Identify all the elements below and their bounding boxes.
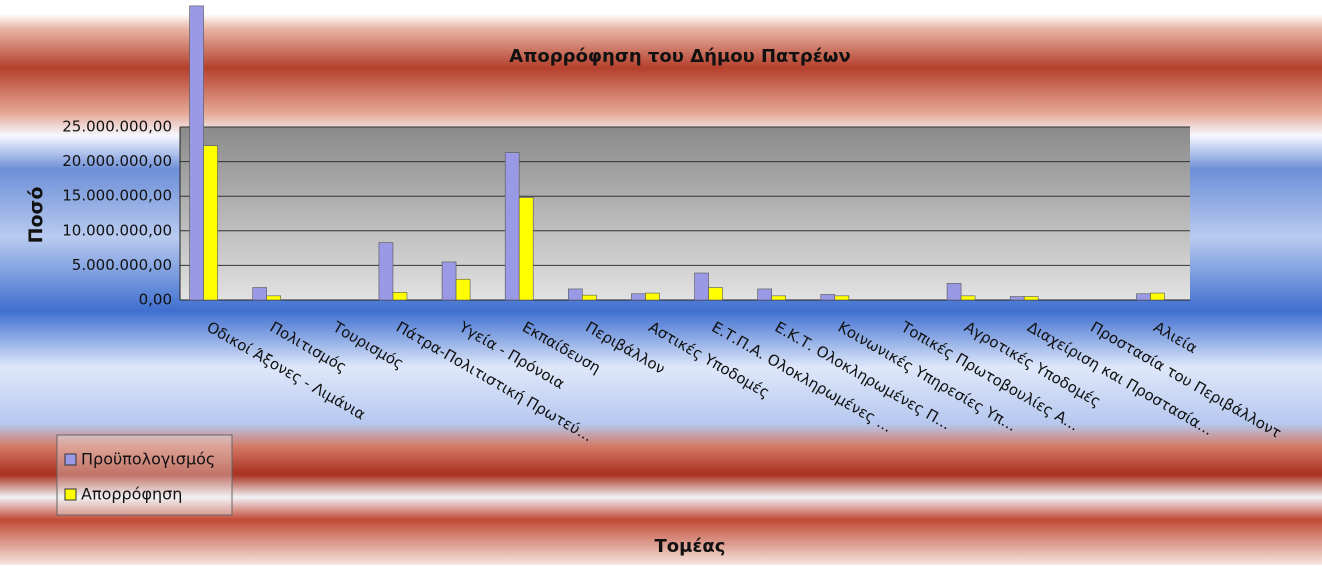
legend-swatch (64, 488, 77, 501)
bar (378, 242, 394, 301)
y-tick-label: 0,00 (139, 291, 172, 309)
bar (1136, 293, 1151, 301)
bar (820, 294, 836, 301)
bar (1150, 292, 1165, 301)
y-tick-label: 25.000.000,00 (62, 118, 172, 136)
bar (631, 293, 646, 301)
bar (518, 197, 534, 301)
bar (392, 292, 408, 301)
bar (203, 145, 218, 301)
bar (694, 272, 709, 301)
bar (645, 292, 660, 301)
bar (960, 295, 976, 301)
bar (771, 295, 786, 301)
y-tick-label: 15.000.000,00 (62, 187, 172, 205)
bar (252, 287, 267, 301)
y-tick-label: 10.000.000,00 (62, 221, 172, 239)
bar (568, 288, 583, 301)
plot-area (180, 127, 1190, 300)
y-tick-label: 20.000.000,00 (62, 152, 172, 170)
bar (946, 283, 962, 301)
legend-label: Απορρόφηση (81, 485, 182, 504)
bar (455, 278, 471, 301)
bar (1023, 296, 1039, 301)
bar (441, 261, 457, 301)
legend-swatch (64, 453, 77, 466)
bar (834, 295, 850, 301)
bar (266, 295, 281, 301)
bar (708, 287, 723, 301)
bar (757, 288, 772, 301)
bar (1009, 296, 1025, 301)
legend-label: Προϋπολογισμός (81, 450, 215, 469)
bar (504, 152, 520, 301)
y-axis-label: Ποσό (25, 187, 47, 244)
bar (582, 294, 597, 301)
legend (56, 434, 233, 516)
bar (189, 5, 204, 301)
chart-title: Απορρόφηση του Δήμου Πατρέων (509, 46, 850, 67)
x-axis-label: Τομέας (655, 536, 726, 557)
y-tick-label: 5.000.000,00 (72, 256, 172, 274)
